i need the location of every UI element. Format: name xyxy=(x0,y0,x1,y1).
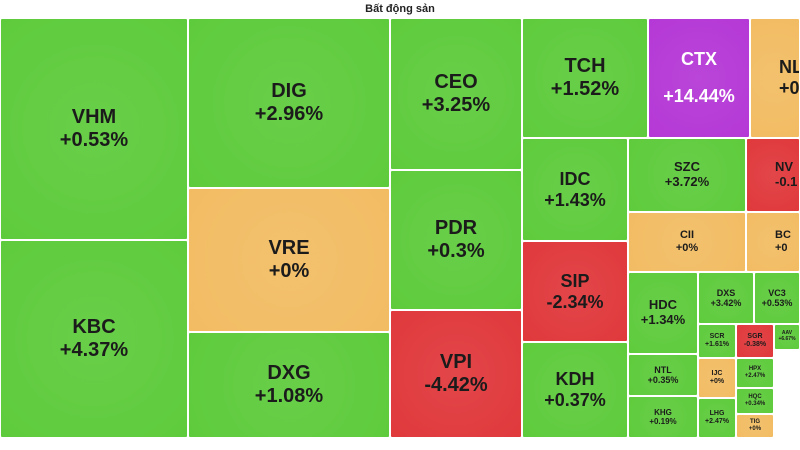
treemap-tile-tch[interactable]: TCH +1.52% xyxy=(522,18,648,138)
tile-change: +0.53% xyxy=(761,298,793,308)
tile-symbol: HPX xyxy=(748,366,762,373)
tile-change: +0.35% xyxy=(647,375,679,385)
tile-symbol: AAV xyxy=(781,330,793,337)
tile-change: +0% xyxy=(675,242,699,254)
treemap-tile-dig[interactable]: DIG +2.96% xyxy=(188,18,390,188)
tile-symbol: SGR xyxy=(747,332,763,340)
tile-change: +1.61% xyxy=(705,341,729,348)
tile-symbol: KBC xyxy=(72,316,116,338)
tile-symbol: PDR xyxy=(434,217,478,239)
treemap-tile-szc[interactable]: SZC +3.72% xyxy=(628,138,746,212)
tile-symbol: DXS xyxy=(716,287,736,298)
tile-change: +0 xyxy=(779,78,800,98)
tile-symbol: TCH xyxy=(564,55,606,77)
tile-symbol: NL xyxy=(779,57,799,78)
tile-symbol: SZC xyxy=(674,159,700,175)
tile-symbol: TIG xyxy=(750,419,760,426)
tile-symbol: BC xyxy=(775,229,791,242)
tile-symbol: IDC xyxy=(559,168,591,189)
tile-symbol: IJC xyxy=(711,369,723,377)
tile-change: +6.67% xyxy=(778,336,796,342)
tile-symbol: CEO xyxy=(434,71,478,93)
tile-change: +0% xyxy=(268,260,310,282)
tile-symbol: HQC xyxy=(748,394,762,401)
tile-change: +0.3% xyxy=(427,240,485,262)
tile-change: +0.19% xyxy=(649,417,677,426)
treemap-tile-hqc[interactable]: HQC +0.34% xyxy=(736,388,774,414)
tile-change: +3.42% xyxy=(710,298,742,308)
tile-change: +0% xyxy=(709,378,725,385)
chart-title: Bất động sản xyxy=(365,3,435,15)
tile-symbol: DXG xyxy=(267,362,311,384)
tile-change: +3.72% xyxy=(664,174,710,189)
tile-symbol: VPI xyxy=(439,351,473,373)
treemap-tile-khg[interactable]: KHG +0.19% xyxy=(628,396,698,438)
tile-symbol: HDC xyxy=(648,297,678,313)
tile-symbol: NV xyxy=(775,159,794,175)
tile-symbol: LHG xyxy=(709,409,725,417)
tile-symbol: KHG xyxy=(654,407,672,417)
treemap-tile-lhg[interactable]: LHG +2.47% xyxy=(698,398,736,438)
tile-symbol: DIG xyxy=(271,80,307,102)
treemap-tile-sgr[interactable]: SGR -0.38% xyxy=(736,324,774,358)
treemap-tile-kdh[interactable]: KDH +0.37% xyxy=(522,342,628,438)
tile-symbol: KDH xyxy=(555,369,595,390)
treemap-tile-scr[interactable]: SCR +1.61% xyxy=(698,324,736,358)
treemap-tile-ceo[interactable]: CEO +3.25% xyxy=(390,18,522,170)
treemap-tile-vpi[interactable]: VPI -4.42% xyxy=(390,310,522,438)
treemap-tile-dxg[interactable]: DXG +1.08% xyxy=(188,332,390,438)
tile-change: +0% xyxy=(748,426,762,432)
tile-change: -0.38% xyxy=(743,341,767,348)
tile-symbol: NTL xyxy=(654,364,672,375)
tile-symbol: VHM xyxy=(71,106,117,128)
tile-symbol: CII xyxy=(679,229,695,242)
tile-symbol: VRE xyxy=(268,237,310,259)
tile-change: +4.37% xyxy=(59,339,129,361)
tile-change: +0.34% xyxy=(744,401,766,407)
tile-symbol: SIP xyxy=(560,270,590,291)
treemap-tile-hpx[interactable]: HPX +2.47% xyxy=(736,358,774,388)
tile-change: +1.43% xyxy=(544,189,606,210)
treemap-tile-hdc[interactable]: HDC +1.34% xyxy=(628,272,698,354)
treemap-tile-nl[interactable]: NL+0 xyxy=(750,18,800,138)
tile-change: +1.34% xyxy=(640,312,686,327)
treemap-tile-ntl[interactable]: NTL +0.35% xyxy=(628,354,698,396)
tile-change: +2.96% xyxy=(254,103,324,125)
tile-change: +3.25% xyxy=(421,94,491,116)
tile-symbol: CTX xyxy=(681,49,717,70)
tile-change: -2.34% xyxy=(546,291,604,312)
treemap-tile-aav[interactable]: AAV +6.67% xyxy=(774,324,800,350)
treemap-tile-dxs[interactable]: DXS +3.42% xyxy=(698,272,754,324)
tile-change: +0.53% xyxy=(59,129,129,151)
treemap-tile-idc[interactable]: IDC +1.43% xyxy=(522,138,628,241)
treemap-tile-cii[interactable]: CII +0% xyxy=(628,212,746,272)
treemap-tile-nv[interactable]: NV -0.1 xyxy=(746,138,800,212)
treemap-tile-pdr[interactable]: PDR +0.3% xyxy=(390,170,522,310)
treemap-tile-ctx[interactable]: CTX +14.44% xyxy=(648,18,750,138)
treemap-tile-tig[interactable]: TIG +0% xyxy=(736,414,774,438)
treemap-tile-vc3[interactable]: VC3 +0.53% xyxy=(754,272,800,324)
tile-symbol: SCR xyxy=(709,332,725,340)
tile-change: +2.47% xyxy=(705,418,729,425)
treemap-tile-vre[interactable]: VRE +0% xyxy=(188,188,390,332)
tile-change: +2.47% xyxy=(744,373,766,379)
tile-symbol: VC3 xyxy=(768,287,786,298)
tile-change: -0.1 xyxy=(775,174,798,189)
tile-change: +0 xyxy=(775,242,788,254)
tile-change: -4.42% xyxy=(424,374,488,396)
treemap-tile-kbc[interactable]: KBC +4.37% xyxy=(0,240,188,438)
tile-change: +1.08% xyxy=(254,385,324,407)
treemap-tile-bc[interactable]: BC +0 xyxy=(746,212,800,272)
tile-change: +0.37% xyxy=(544,390,606,410)
treemap-tile-ijc[interactable]: IJC +0% xyxy=(698,358,736,398)
tile-change: +1.52% xyxy=(550,78,620,100)
treemap-tile-vhm[interactable]: VHM +0.53% xyxy=(0,18,188,240)
tile-change: +14.44% xyxy=(663,86,735,106)
treemap-tile-sip[interactable]: SIP -2.34% xyxy=(522,241,628,342)
